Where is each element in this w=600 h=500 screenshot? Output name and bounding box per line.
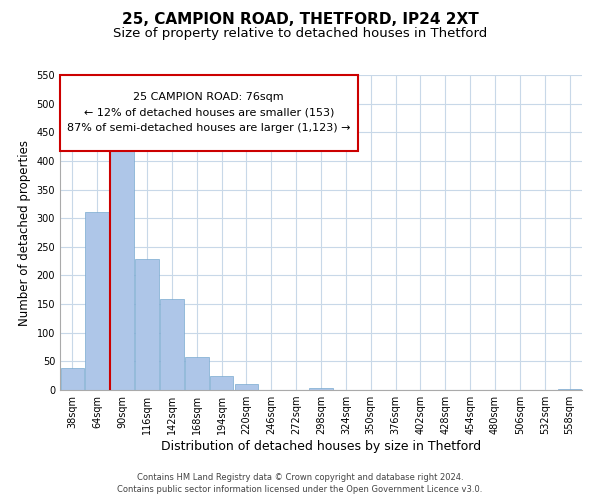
Bar [235, 384, 258, 390]
Bar [185, 358, 209, 390]
Text: 25 CAMPION ROAD: 76sqm
← 12% of detached houses are smaller (153)
87% of semi-de: 25 CAMPION ROAD: 76sqm ← 12% of detached… [67, 92, 350, 134]
Bar [110, 129, 134, 390]
Bar [160, 299, 184, 390]
FancyBboxPatch shape [60, 75, 358, 150]
Bar [85, 212, 109, 390]
Bar [210, 376, 233, 390]
Bar [309, 388, 333, 390]
Bar [61, 368, 84, 390]
Text: 25, CAMPION ROAD, THETFORD, IP24 2XT: 25, CAMPION ROAD, THETFORD, IP24 2XT [122, 12, 478, 28]
Y-axis label: Number of detached properties: Number of detached properties [18, 140, 31, 326]
Text: Contains HM Land Registry data © Crown copyright and database right 2024.: Contains HM Land Registry data © Crown c… [137, 474, 463, 482]
X-axis label: Distribution of detached houses by size in Thetford: Distribution of detached houses by size … [161, 440, 481, 453]
Bar [558, 389, 581, 390]
Bar [135, 260, 159, 390]
Text: Contains public sector information licensed under the Open Government Licence v3: Contains public sector information licen… [118, 485, 482, 494]
Text: Size of property relative to detached houses in Thetford: Size of property relative to detached ho… [113, 28, 487, 40]
